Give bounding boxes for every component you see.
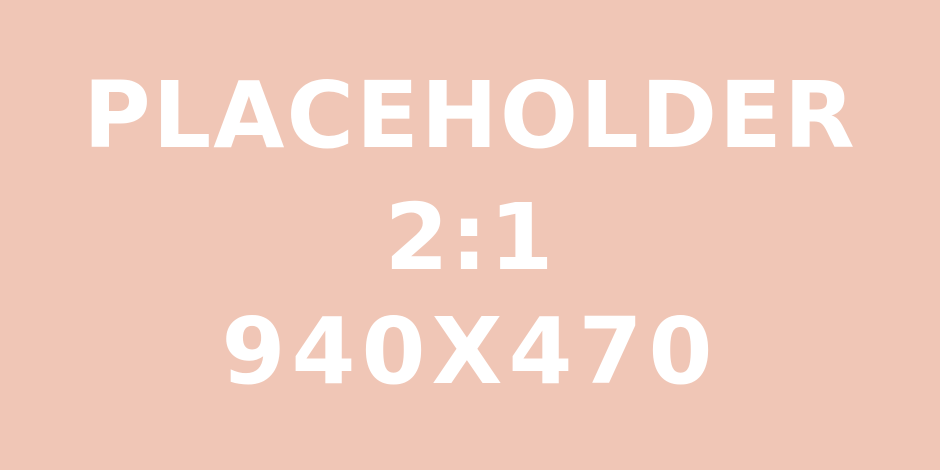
aspect-ratio-label: 2:1 (384, 184, 556, 291)
dimensions-label: 940X470 (221, 298, 719, 405)
placeholder-label: PLACEHOLDER (83, 62, 857, 169)
